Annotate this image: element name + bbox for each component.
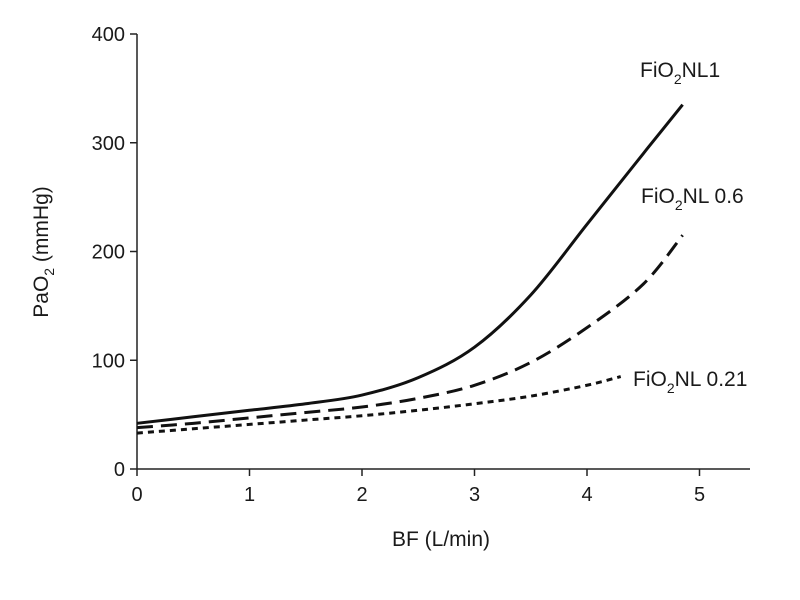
x-tick-label: 2	[356, 484, 367, 506]
y-tick-label: 200	[92, 242, 125, 264]
series-lines	[136, 103, 684, 435]
series-labels: FiO2NL1 FiO2NL 0.6 FiO2NL 0.21	[633, 59, 747, 396]
x-tick-label: 1	[244, 484, 255, 506]
series-label-3: FiO2NL 0.21	[633, 368, 747, 396]
series-label-2: FiO2NL 0.6	[641, 185, 744, 213]
x-tick-label: 5	[694, 484, 705, 506]
ticks: 0 1 2 3 4 5 0 100 200 300 400	[92, 24, 705, 506]
series-line-1	[136, 103, 684, 425]
x-tick-label: 0	[131, 484, 142, 506]
y-tick-label: 100	[92, 350, 125, 372]
y-tick-label: 400	[92, 24, 125, 46]
x-axis-title: BF (L/min)	[392, 528, 490, 551]
series-label-1: FiO2NL1	[640, 59, 720, 87]
series-line-2	[136, 234, 684, 430]
y-axis-title: PaO2 (mmHg)	[30, 186, 57, 317]
series-line-3	[136, 375, 622, 435]
y-tick-label: 300	[92, 133, 125, 155]
axes	[136, 34, 750, 470]
x-tick-label: 4	[581, 484, 592, 506]
y-tick-label: 0	[114, 459, 125, 481]
x-tick-label: 3	[469, 484, 480, 506]
